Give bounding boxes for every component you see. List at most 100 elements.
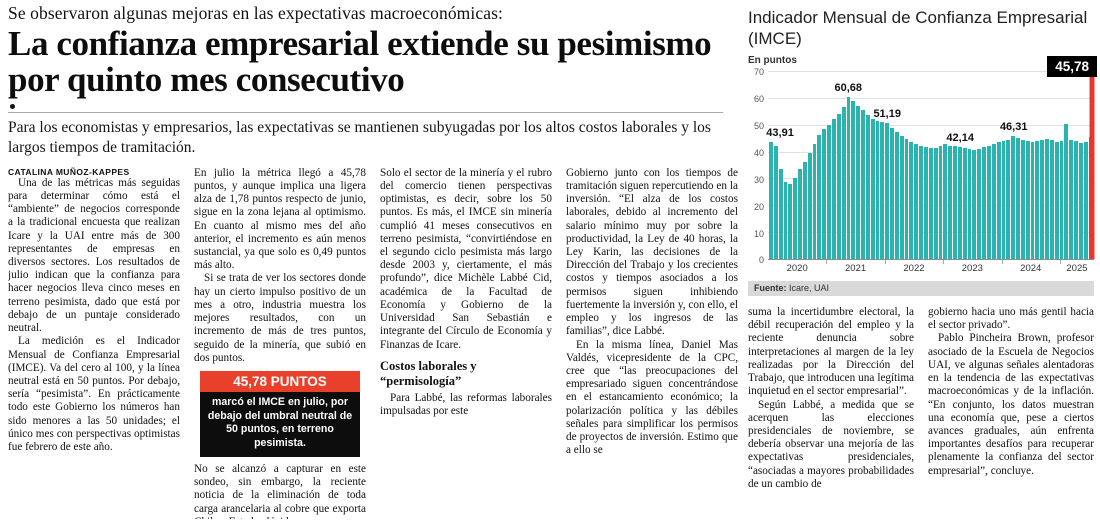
article-columns: CATALINA MUÑOZ-KAPPES Una de las métrica… — [8, 167, 738, 519]
year-tick — [1059, 260, 1061, 265]
article-column-2: En julio la métrica llegó a 45,78 puntos… — [194, 167, 366, 519]
year-label: 2023 — [961, 263, 983, 275]
paragraph: suma la incertidumbre electoral, la débi… — [748, 306, 914, 398]
imce-bar — [875, 121, 880, 260]
y-tick-label: 40 — [753, 148, 764, 159]
imce-bar — [943, 144, 948, 260]
year-label: 2024 — [1020, 263, 1042, 275]
imce-bar — [1069, 139, 1074, 260]
headline: La confianza empresarial extiende su pes… — [8, 24, 712, 100]
chart-source: Fuente: Icare, UAI — [748, 281, 1094, 297]
imce-bar — [986, 145, 991, 260]
byline: CATALINA MUÑOZ-KAPPES — [8, 166, 130, 177]
imce-bar — [957, 146, 962, 260]
year-tick — [1001, 260, 1003, 265]
imce-bar — [1016, 137, 1020, 260]
imce-bar — [899, 136, 904, 260]
y-tick-label: 10 — [753, 228, 764, 239]
imce-bar — [1011, 135, 1016, 260]
article-column-6: gobierno hacia uno más gentil hacia el s… — [928, 306, 1094, 530]
highlight-line — [1089, 68, 1095, 260]
imce-bar — [822, 128, 827, 260]
imce-bar — [924, 147, 928, 260]
source-value: Icare, UAI — [789, 283, 830, 294]
imce-bar — [793, 178, 798, 260]
gridline — [768, 71, 1094, 73]
gridline — [768, 98, 1094, 100]
imce-bar — [1064, 124, 1069, 260]
year-tick — [943, 260, 945, 265]
imce-bar — [977, 148, 982, 260]
paragraph: Una de las métricas más seguidas para de… — [8, 176, 180, 335]
imce-bar — [933, 147, 938, 260]
y-tick-label: 0 — [758, 255, 764, 266]
current-value-badge: 45,78 — [1047, 56, 1097, 78]
article-column-4: Gobierno junto con los tiempos de tramit… — [566, 167, 738, 519]
source-label: Fuente: — [754, 283, 787, 294]
article-columns-right: suma la incertidumbre electoral, la débi… — [748, 306, 1094, 530]
paragraph: gobierno hacia uno más gentil hacia el s… — [928, 306, 1094, 332]
imce-bar — [885, 122, 890, 260]
imce-bar — [1083, 141, 1088, 260]
imce-bar — [909, 141, 914, 260]
imce-bar — [1059, 140, 1064, 260]
imce-bar — [904, 139, 909, 260]
imce-bar — [919, 145, 923, 260]
imce-bar — [812, 144, 817, 260]
pull-quote-text: marcó el IMCE en julio, por debajo del u… — [200, 391, 360, 457]
imce-bar — [836, 113, 841, 260]
imce-bar — [798, 169, 802, 260]
imce-bar — [1040, 140, 1045, 260]
imce-bar — [953, 146, 957, 260]
year-label: 2022 — [903, 263, 925, 275]
section-heading: Costos laborales y “permisología” — [380, 358, 477, 388]
paragraph: En la misma línea, Daniel Mas Valdés, vi… — [566, 338, 738, 457]
pull-quote-box: 45,78 PUNTOS marcó el IMCE en julio, por… — [200, 370, 360, 457]
imce-bar — [1001, 141, 1006, 260]
imce-bar — [783, 182, 788, 260]
kicker: Se observaron algunas mejoras en las exp… — [8, 3, 503, 23]
chart-bars — [768, 72, 1094, 260]
imce-bar — [996, 142, 1001, 260]
imce-chart: Indicador Mensual de Confianza Empresari… — [748, 8, 1097, 297]
imce-bar — [802, 162, 807, 260]
imce-bar — [938, 146, 943, 260]
imce-bar — [1020, 139, 1025, 260]
y-tick-label: 30 — [753, 174, 764, 185]
pull-quote-figure: 45,78 PUNTOS — [200, 370, 360, 392]
y-tick-label: 60 — [753, 94, 764, 105]
year-label: 2021 — [845, 263, 867, 275]
imce-bar — [1074, 141, 1078, 260]
paragraph: Si se trata de ver los sectores donde ha… — [194, 272, 366, 364]
paragraph: No se alcanzó a capturar en este sondeo,… — [194, 462, 366, 519]
imce-bar — [972, 149, 977, 260]
imce-bar — [856, 106, 861, 260]
imce-bar — [831, 119, 836, 260]
imce-bar — [807, 153, 812, 260]
imce-bar — [851, 101, 856, 260]
paragraph: Pablo Pincheira Brown, profesor asociado… — [928, 332, 1094, 477]
chart-x-axis: 2020 2021 2022 2023 2024 2025 — [768, 260, 1094, 275]
y-tick-label: 20 — [753, 201, 764, 212]
imce-bar — [861, 110, 865, 260]
imce-bar — [1049, 140, 1054, 260]
imce-bar — [870, 118, 875, 260]
paragraph: Para Labbé, las reformas laborales impul… — [380, 392, 552, 418]
article-column-3: Solo el sector de la minería y el rubro … — [380, 167, 552, 519]
y-tick-label: 70 — [753, 67, 764, 78]
chart-plot: 43,91 60,68 51,19 42,14 46,31 45,78 — [766, 56, 1097, 261]
imce-bar — [894, 131, 899, 260]
year-label: 2020 — [786, 263, 808, 275]
imce-bar — [788, 184, 793, 260]
imce-bar — [991, 144, 996, 260]
year-label: 2025 — [1066, 263, 1088, 275]
imce-bar — [948, 145, 953, 260]
imce-bar — [1045, 139, 1049, 260]
chart-title: Indicador Mensual de Confianza Empresari… — [748, 8, 1088, 48]
imce-bar — [880, 122, 885, 260]
imce-bar — [1025, 141, 1030, 260]
article: Se observaron algunas mejoras en las exp… — [8, 3, 738, 519]
imce-bar — [778, 168, 783, 260]
chart-y-axis: 0 10 20 30 40 50 60 70 — [748, 67, 768, 265]
paragraph: Gobierno junto con los tiempos de tramit… — [566, 166, 738, 338]
